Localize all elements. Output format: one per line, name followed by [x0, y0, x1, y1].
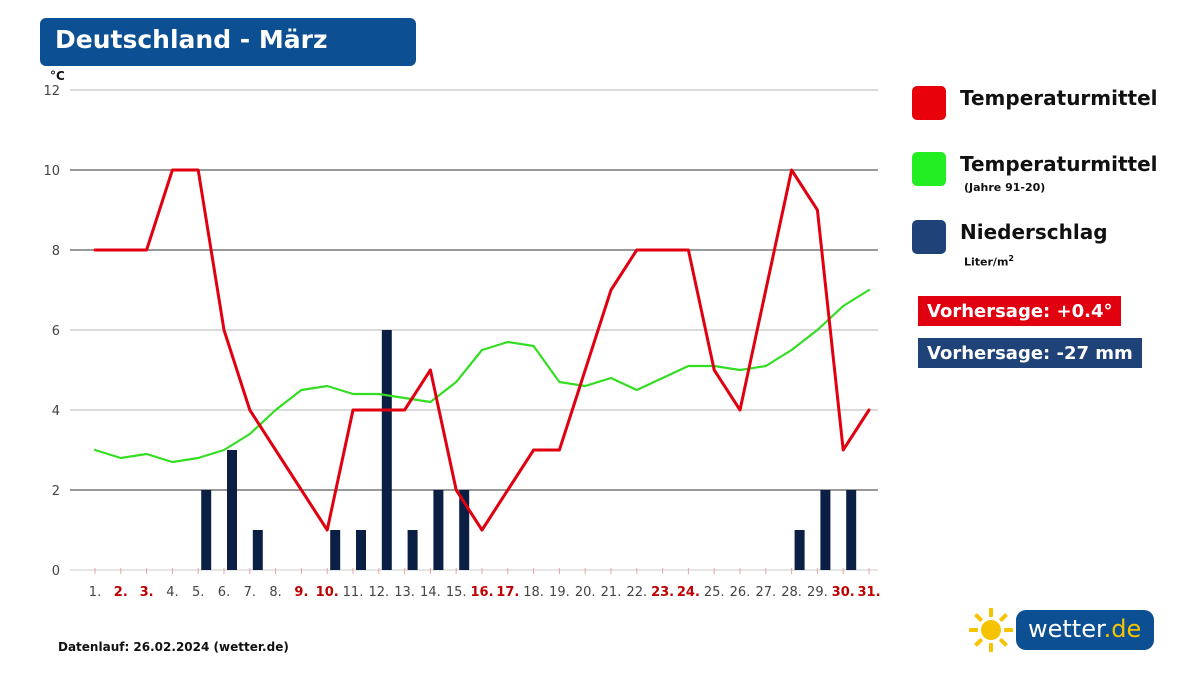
- y-tick-label: 4: [52, 404, 60, 419]
- temperature-normal-line: [93, 288, 871, 464]
- x-tick-label: 2.: [114, 585, 128, 600]
- legend-sub-precipitation-unit: Liter/m: [964, 255, 1009, 269]
- sun-icon: [969, 608, 1013, 652]
- temperature-line: [93, 168, 871, 532]
- x-tick-label: 9.: [294, 585, 308, 600]
- x-tick-label: 18.: [523, 585, 544, 600]
- precipitation-bar: [330, 530, 341, 570]
- x-tick-label: 22.: [626, 585, 647, 600]
- legend-label-temperature-normal: Temperaturmittel: [960, 152, 1158, 176]
- precipitation-bar: [459, 490, 470, 570]
- precipitation-bar: [794, 530, 805, 570]
- precipitation-bar: [820, 490, 831, 570]
- precipitation-bar: [201, 490, 212, 570]
- forecast-badge-temperature: Vorhersage: +0.4°: [918, 296, 1122, 326]
- x-tick-label: 5.: [192, 585, 204, 600]
- x-tick-label: 21.: [601, 585, 622, 600]
- precipitation-bar: [356, 530, 366, 570]
- y-axis-unit: °C: [50, 69, 65, 83]
- legend-sub-precipitation-exp: 2: [1008, 254, 1014, 263]
- precipitation-bar: [227, 450, 237, 570]
- chart-title: Deutschland - März: [55, 25, 328, 54]
- x-tick-label: 3.: [140, 585, 154, 600]
- x-tick-label: 13.: [394, 585, 415, 600]
- x-tick-label: 15.: [446, 585, 467, 600]
- precipitation-bar: [407, 530, 418, 570]
- logo-name: wetter: [1028, 615, 1104, 643]
- data-run-footer: Datenlauf: 26.02.2024 (wetter.de): [58, 640, 289, 654]
- x-tick-label: 14.: [420, 585, 441, 600]
- y-tick-label: 12: [43, 84, 60, 99]
- x-tick-label: 27.: [755, 585, 776, 600]
- precipitation-bar: [846, 490, 857, 570]
- precipitation-bar: [433, 490, 444, 570]
- legend-swatch-precipitation: [912, 220, 946, 254]
- x-tick-label: 23.: [651, 585, 674, 600]
- x-tick-label: 19.: [549, 585, 570, 600]
- x-tick-label: 12.: [368, 585, 389, 600]
- legend-sub-precipitation: Liter/m2: [964, 254, 1014, 269]
- y-tick-label: 6: [52, 324, 60, 339]
- x-tick-label: 4.: [166, 585, 178, 600]
- legend-sub-temperature-normal: (Jahre 91-20): [964, 181, 1046, 194]
- x-tick-label: 25.: [704, 585, 725, 600]
- x-tick-label: 10.: [316, 585, 339, 600]
- x-tick-label: 16.: [470, 585, 493, 600]
- x-tick-label: 8.: [269, 585, 281, 600]
- y-tick-label: 10: [43, 164, 60, 179]
- legend-label-temperature: Temperaturmittel: [960, 86, 1158, 110]
- wetter-logo[interactable]: wetter.de: [966, 604, 1158, 656]
- y-tick-label: 0: [52, 564, 60, 579]
- precipitation-bar: [381, 330, 392, 570]
- x-tick-label: 29.: [807, 585, 828, 600]
- legend-swatch-temperature: [912, 86, 946, 120]
- x-tick-label: 28.: [781, 585, 802, 600]
- logo-tld: .de: [1103, 615, 1142, 643]
- x-tick-label: 20.: [575, 585, 596, 600]
- legend-swatch-temperature-normal: [912, 152, 946, 186]
- x-tick-label: 7.: [244, 585, 256, 600]
- y-tick-label: 8: [52, 244, 60, 259]
- x-tick-label: 26.: [730, 585, 751, 600]
- y-tick-label: 2: [52, 484, 60, 499]
- chart-title-banner: Deutschland - März: [40, 18, 416, 66]
- x-tick-label: 31.: [857, 585, 880, 600]
- legend-label-precipitation: Niederschlag: [960, 220, 1108, 244]
- logo-wordmark: wetter.de: [1016, 610, 1154, 650]
- x-tick-label: 1.: [89, 585, 101, 600]
- forecast-badge-precipitation: Vorhersage: -27 mm: [918, 338, 1142, 368]
- x-tick-label: 24.: [677, 585, 700, 600]
- precipitation-bar: [252, 530, 263, 570]
- x-tick-label: 30.: [832, 585, 855, 600]
- x-tick-label: 17.: [496, 585, 519, 600]
- x-tick-label: 6.: [218, 585, 230, 600]
- x-tick-label: 11.: [343, 585, 364, 600]
